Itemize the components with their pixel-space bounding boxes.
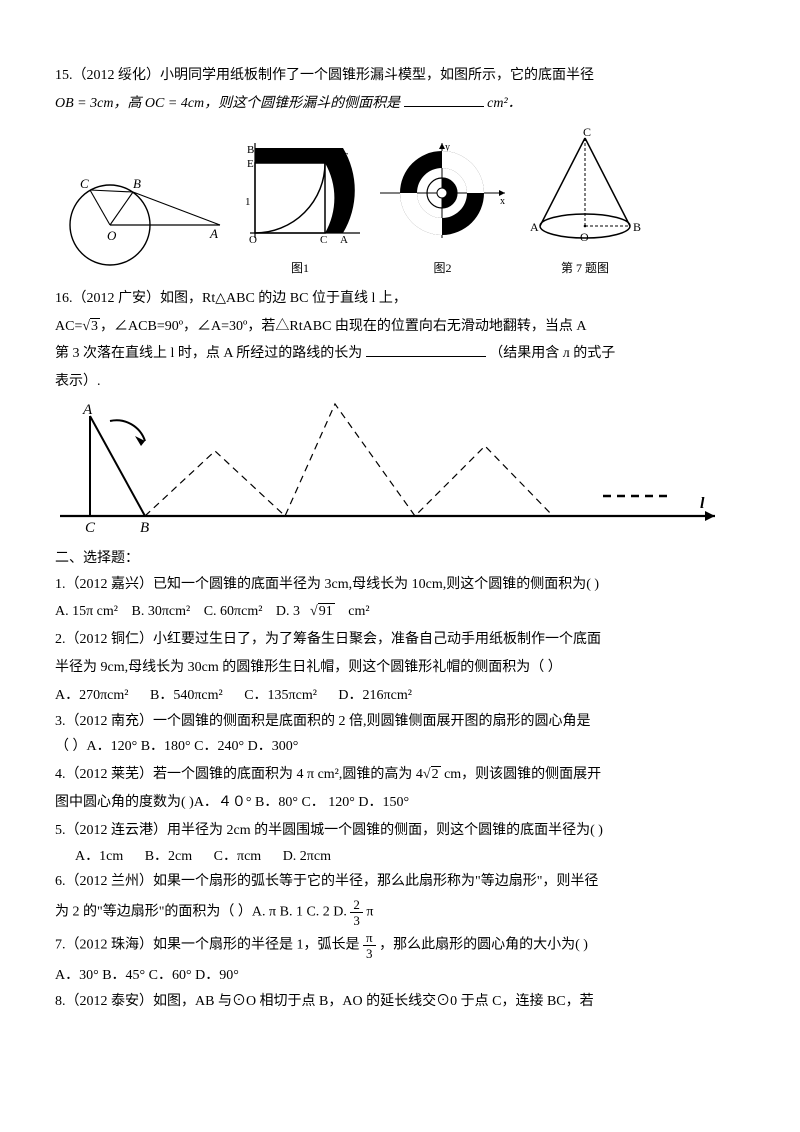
fig2-caption: 图2 xyxy=(375,258,510,278)
svg-text:B: B xyxy=(247,144,254,156)
q16-diagram: A C B l xyxy=(55,396,745,545)
s2-q2-b: B．540πcm² xyxy=(150,688,223,703)
svg-text:x: x xyxy=(500,196,505,207)
q16-line1: 16.（2012 广安）如图，Rt△ABC 的边 BC 位于直线 l 上， xyxy=(55,287,745,311)
s2-q4-l2: 图中圆心角的度数为( )A．４０° B．80° C． 120° D．150° xyxy=(55,791,745,815)
figure-row: O C B A B E 1 D F O C A 图1 xyxy=(55,128,745,279)
s2-q2-l2: 半径为 9cm,母线长为 30cm 的圆锥形生日礼帽，则这个圆锥形礼帽的侧面积为… xyxy=(55,656,745,680)
s2-q1-opts: A. 15π cm² B. 30πcm² C. 60πcm² D. 3√91 c… xyxy=(55,600,745,624)
s2-q2-opts: A．270πcm² B．540πcm² C．135πcm² D．216πcm² xyxy=(55,684,745,708)
svg-text:1: 1 xyxy=(245,196,251,208)
fig-cone: C A B O 第 7 题图 xyxy=(520,128,650,279)
s2-q1-c: C. 60πcm² xyxy=(204,604,263,619)
fig1-svg: B E 1 D F O C A xyxy=(235,138,365,248)
svg-text:A: A xyxy=(530,220,539,234)
s2-q3-l1: 3.（2012 南充）一个圆锥的侧面积是底面积的 2 倍,则圆锥侧面展开图的扇形… xyxy=(55,710,745,734)
circle-svg: O C B A xyxy=(55,160,225,270)
q15-line2-post: cm²． xyxy=(487,96,522,111)
s2-q5-a: A．1cm xyxy=(75,849,123,864)
label-l: l xyxy=(700,495,705,512)
q16-line3: 第 3 次落在直线上 l 时，点 A 所经过的路线的长为 （结果用含 л 的式子 xyxy=(55,342,745,366)
svg-text:O: O xyxy=(249,234,257,246)
q16-line2-b: ，∠ACB=90º，∠A=30º，若△RtABC 由现在的位置向右无滑动地翻转，… xyxy=(100,319,587,334)
s2-q2-a: A．270πcm² xyxy=(55,688,128,703)
svg-text:C: C xyxy=(583,128,591,139)
q15-line2: OB = 3cm，高 OC = 4cm，则这个圆锥形漏斗的侧面积是 cm²． xyxy=(55,92,745,116)
label-A: A xyxy=(82,402,93,418)
s2-q5-b: B．2cm xyxy=(145,849,192,864)
svg-text:E: E xyxy=(247,158,254,170)
s2-q6-l1: 6.（2012 兰州）如果一个扇形的弧长等于它的半径，那么此扇形称为"等边扇形"… xyxy=(55,870,745,894)
s2-q1-a: A. 15π cm² xyxy=(55,604,118,619)
svg-text:B: B xyxy=(633,220,641,234)
svg-text:F: F xyxy=(342,151,348,163)
path-svg: A C B l xyxy=(55,396,725,536)
fig4-caption: 第 7 题图 xyxy=(520,258,650,278)
s2-q1-d: D. 3√91 cm² xyxy=(276,604,380,619)
s2-q5-l1: 5.（2012 连云港）用半径为 2cm 的半圆围城一个圆锥的侧面，则这个圆锥的… xyxy=(55,819,745,843)
fig2: x y 图2 xyxy=(375,138,510,279)
s2-q4-l1: 4.（2012 莱芜）若一个圆锥的底面积为 4 π cm²,圆锥的高为 4√2 … xyxy=(55,763,745,787)
q16-line4: 表示）. xyxy=(55,370,745,394)
label-C: C xyxy=(85,520,96,536)
s2-q1-b: B. 30πcm² xyxy=(131,604,190,619)
svg-text:A: A xyxy=(209,226,218,241)
s2-q5-d: D. 2πcm xyxy=(283,849,331,864)
q15-line2-pre: OB = 3cm，高 OC = 4cm，则这个圆锥形漏斗的侧面积是 xyxy=(55,96,400,111)
svg-text:B: B xyxy=(133,176,141,191)
q15-line1: 15.（2012 绥化）小明同学用纸板制作了一个圆锥形漏斗模型，如图所示，它的底… xyxy=(55,64,745,88)
q16-blank xyxy=(366,342,486,357)
svg-text:D: D xyxy=(319,151,327,163)
s2-q2-c: C．135πcm² xyxy=(244,688,317,703)
svg-text:C: C xyxy=(320,234,327,246)
s2-q7-opts: A．30° B．45° C．60° D．90° xyxy=(55,964,745,988)
s2-q6-l2: 为 2 的"等边扇形"的面积为（ ）A. π B. 1 C. 2 D. 23 π xyxy=(55,898,745,927)
s2-q1-text: 1.（2012 嘉兴）已知一个圆锥的底面半径为 3cm,母线长为 10cm,则这… xyxy=(55,573,745,597)
svg-text:C: C xyxy=(80,176,89,191)
q16-line3-a: 第 3 次落在直线上 l 时，点 A 所经过的路线的长为 xyxy=(55,346,362,361)
q16-line2: AC=√3，∠ACB=90º，∠A=30º，若△RtABC 由现在的位置向右无滑… xyxy=(55,315,745,339)
s2-q2-l1: 2.（2012 铜仁）小红要过生日了，为了筹备生日聚会，准备自己动手用纸板制作一… xyxy=(55,628,745,652)
q16-line2-a: AC= xyxy=(55,319,82,334)
svg-text:A: A xyxy=(340,234,348,246)
fig1: B E 1 D F O C A 图1 xyxy=(235,138,365,279)
fig-circle: O C B A xyxy=(55,160,225,279)
q16-line3-b: （结果用含 л 的式子 xyxy=(489,346,615,361)
fig1-caption: 图1 xyxy=(235,258,365,278)
label-B: B xyxy=(140,520,149,536)
s2-q2-d: D．216πcm² xyxy=(338,688,411,703)
q16-rad: 3 xyxy=(90,318,100,334)
s2-q5-opts: A．1cm B．2cm C．πcm D. 2πcm xyxy=(75,845,745,869)
section2-title: 二、选择题： xyxy=(55,547,745,571)
svg-text:O: O xyxy=(580,230,589,244)
cone-svg: C A B O xyxy=(520,128,650,248)
s2-q7-l1: 7.（2012 珠海）如果一个扇形的半径是 1，弧长是 π3 ，那么此扇形的圆心… xyxy=(55,931,745,960)
s2-q5-c: C．πcm xyxy=(214,849,262,864)
s2-q3-l2: （ ）A．120° B．180° C．240° D．300° xyxy=(55,735,745,759)
s2-q8-l1: 8.（2012 泰安）如图，AB 与⊙O 相切于点 B，AO 的延长线交⊙0 于… xyxy=(55,990,745,1014)
fig2-svg: x y xyxy=(375,138,510,248)
q15-blank xyxy=(404,92,484,107)
svg-text:O: O xyxy=(107,228,117,243)
